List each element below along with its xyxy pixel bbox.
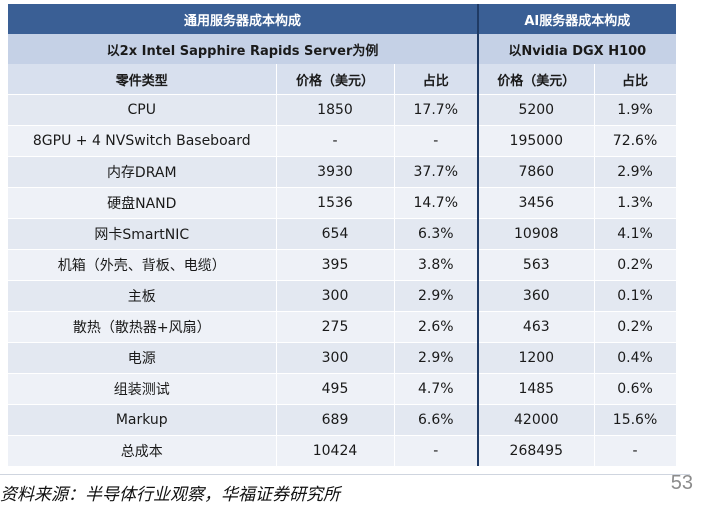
cell-left-price: - [276,125,395,157]
cell-left-share: 4.7% [394,373,479,405]
cell-left-share: 6.6% [394,404,479,436]
column-header-left-share: 占比 [394,64,479,95]
cell-right-share: 15.6% [594,404,677,436]
cell-part-type: Markup [8,404,277,436]
table-row: CPU 1850 17.7% 5200 1.9% [8,94,677,126]
cell-left-price: 275 [276,311,395,343]
cell-part-type: 总成本 [8,435,277,466]
cell-right-share: 1.3% [594,187,677,219]
cell-left-price: 395 [276,249,395,281]
cell-left-price: 300 [276,342,395,374]
cell-left-price: 1536 [276,187,395,219]
table-row: 主板 300 2.9% 360 0.1% [8,280,677,312]
cell-right-price: 10908 [477,218,595,250]
group-title-row: 通用服务器成本构成 AI服务器成本构成 [8,4,677,34]
cell-left-price: 689 [276,404,395,436]
cell-right-price: 1485 [477,373,595,405]
server-cost-table: 通用服务器成本构成 AI服务器成本构成 以2x Intel Sapphire R… [8,4,677,466]
table-row: 8GPU + 4 NVSwitch Baseboard - -195000 72.6% [8,125,677,157]
cell-left-share: 37.7% [394,156,479,188]
cell-part-type: 电源 [8,342,277,374]
cell-part-type: 散热（散热器+风扇） [8,311,277,343]
cell-right-price: 563 [477,249,595,281]
cell-left-share: 2.6% [394,311,479,343]
cell-part-type: 硬盘NAND [8,187,277,219]
table-row: 总成本 10424-268495- [8,435,677,466]
cell-left-price: 300 [276,280,395,312]
left-server-model: 以2x Intel Sapphire Rapids Server为例 [8,34,479,64]
cell-right-price: 268495 [477,435,595,466]
table-row: 组装测试 495 4.7% 1485 0.6% [8,373,677,405]
source-note: 资料来源：半导体行业观察，华福证券研究所 [0,485,340,505]
cell-part-type: 主板 [8,280,277,312]
column-header-part-type: 零件类型 [8,64,277,95]
cell-left-share: 17.7% [394,94,479,126]
cell-right-share: 72.6% [594,125,677,157]
column-header-right-price: 价格（美元） [477,64,595,95]
cell-left-price: 10424 [276,435,395,466]
cell-left-share: 3.8% [394,249,479,281]
cell-right-share: 0.1% [594,280,677,312]
cell-part-type: 网卡SmartNIC [8,218,277,250]
cell-right-share: 0.2% [594,249,677,281]
cell-right-share: 1.9% [594,94,677,126]
column-header-row: 零件类型 价格（美元） 占比 价格（美元） 占比 [8,64,677,95]
cell-left-share: - [394,125,479,157]
table-row: 内存DRAM 3930 37.7% 7860 2.9% [8,156,677,188]
column-header-left-price: 价格（美元） [276,64,395,95]
cell-right-share: 0.4% [594,342,677,374]
cell-right-share: 0.2% [594,311,677,343]
cell-left-price: 654 [276,218,395,250]
cell-right-share: 2.9% [594,156,677,188]
table-row: 电源 300 2.9% 1200 0.4% [8,342,677,374]
cell-left-share: - [394,435,479,466]
table-row: 硬盘NAND 1536 14.7% 3456 1.3% [8,187,677,219]
cell-right-price: 42000 [477,404,595,436]
table-row: 网卡SmartNIC 654 6.3% 10908 4.1% [8,218,677,250]
table-row: 机箱（外壳、背板、电缆） 395 3.8% 563 0.2% [8,249,677,281]
page-number: 53 [670,472,693,494]
cell-part-type: 8GPU + 4 NVSwitch Baseboard [8,125,277,157]
left-group-title: 通用服务器成本构成 [8,4,479,34]
right-server-model: 以Nvidia DGX H100 [477,34,677,64]
cell-part-type: 内存DRAM [8,156,277,188]
server-model-row: 以2x Intel Sapphire Rapids Server为例 以Nvid… [8,34,677,64]
cell-left-share: 2.9% [394,342,479,374]
cell-right-price: 195000 [477,125,595,157]
footer-divider [0,474,690,475]
cell-left-share: 6.3% [394,218,479,250]
cell-left-share: 2.9% [394,280,479,312]
cell-right-share: - [594,435,677,466]
table-row: Markup 689 6.6% 42000 15.6% [8,404,677,436]
cell-left-price: 495 [276,373,395,405]
cell-part-type: CPU [8,94,277,126]
cell-right-price: 5200 [477,94,595,126]
cell-left-price: 3930 [276,156,395,188]
cell-right-price: 1200 [477,342,595,374]
cell-right-share: 0.6% [594,373,677,405]
cell-right-price: 7860 [477,156,595,188]
cell-part-type: 组装测试 [8,373,277,405]
cell-part-type: 机箱（外壳、背板、电缆） [8,249,277,281]
column-header-right-share: 占比 [594,64,677,95]
cell-right-share: 4.1% [594,218,677,250]
cell-left-share: 14.7% [394,187,479,219]
table-row: 散热（散热器+风扇） 275 2.6% 463 0.2% [8,311,677,343]
cell-right-price: 3456 [477,187,595,219]
cell-left-price: 1850 [276,94,395,126]
right-group-title: AI服务器成本构成 [477,4,677,34]
cell-right-price: 463 [477,311,595,343]
cell-right-price: 360 [477,280,595,312]
